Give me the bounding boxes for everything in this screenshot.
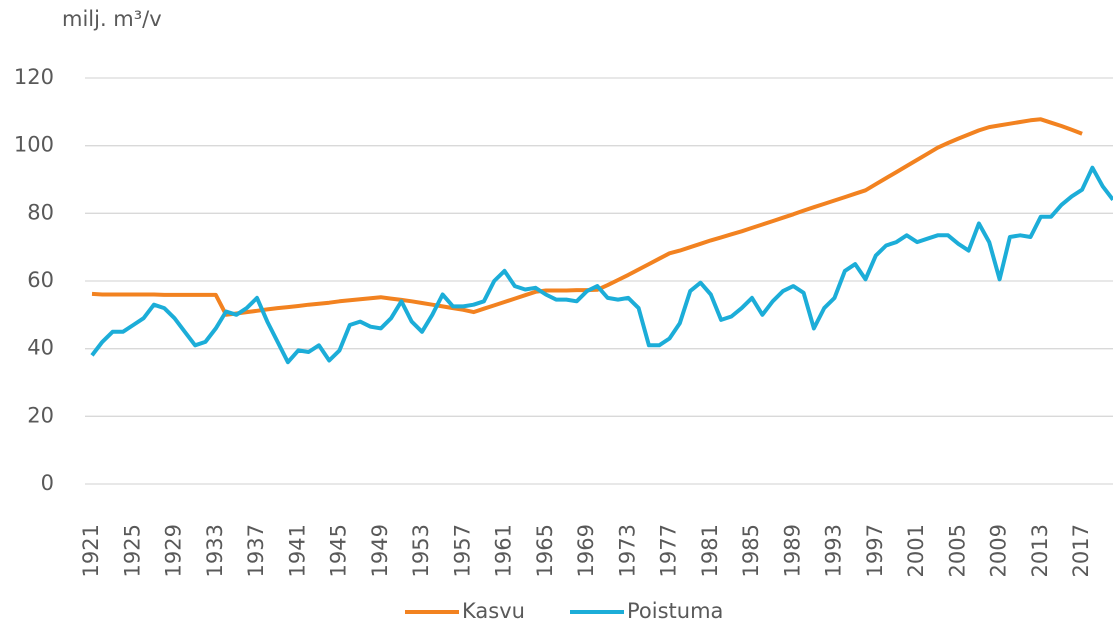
x-tick-label: 1985 xyxy=(739,524,763,577)
x-tick-label: 1993 xyxy=(822,524,846,577)
x-tick-label: 1925 xyxy=(120,524,144,577)
x-tick-label: 1973 xyxy=(615,524,639,577)
x-tick-label: 1957 xyxy=(450,524,474,577)
y-axis-label: milj. m³/v xyxy=(62,7,162,31)
series-line xyxy=(91,117,1083,317)
x-tick-label: 1937 xyxy=(244,524,268,577)
x-tick-label: 1933 xyxy=(203,524,227,577)
x-tick-label: 2013 xyxy=(1028,524,1052,577)
y-tick-label: 80 xyxy=(27,200,54,224)
x-tick-label: 1969 xyxy=(574,524,598,577)
x-tick-label: 1989 xyxy=(780,524,804,577)
series-line xyxy=(90,165,1113,365)
legend-label: Kasvu xyxy=(462,599,525,623)
x-tick-label: 1945 xyxy=(327,524,351,577)
x-tick-label: 2009 xyxy=(987,524,1011,577)
y-tick-label: 60 xyxy=(27,268,54,292)
y-tick-label: 120 xyxy=(14,65,54,89)
x-tick-label: 1981 xyxy=(698,524,722,577)
x-tick-label: 1965 xyxy=(533,524,557,577)
x-tick-label: 1949 xyxy=(368,524,392,577)
x-tick-label: 1921 xyxy=(79,524,103,577)
x-tick-label: 1961 xyxy=(492,524,516,577)
x-tick-label: 2017 xyxy=(1069,524,1093,577)
x-tick-label: 1997 xyxy=(863,524,887,577)
x-tick-label: 1929 xyxy=(162,524,186,577)
x-tick-label: 1953 xyxy=(409,524,433,577)
y-tick-label: 0 xyxy=(41,471,54,495)
y-tick-label: 100 xyxy=(14,133,54,157)
legend-label: Poistuma xyxy=(627,599,723,623)
x-tick-label: 2005 xyxy=(945,524,969,577)
x-tick-label: 1977 xyxy=(657,524,681,577)
x-tick-label: 1941 xyxy=(285,524,309,577)
y-tick-label: 20 xyxy=(27,403,54,427)
y-tick-label: 40 xyxy=(27,336,54,360)
x-tick-label: 2001 xyxy=(904,524,928,577)
